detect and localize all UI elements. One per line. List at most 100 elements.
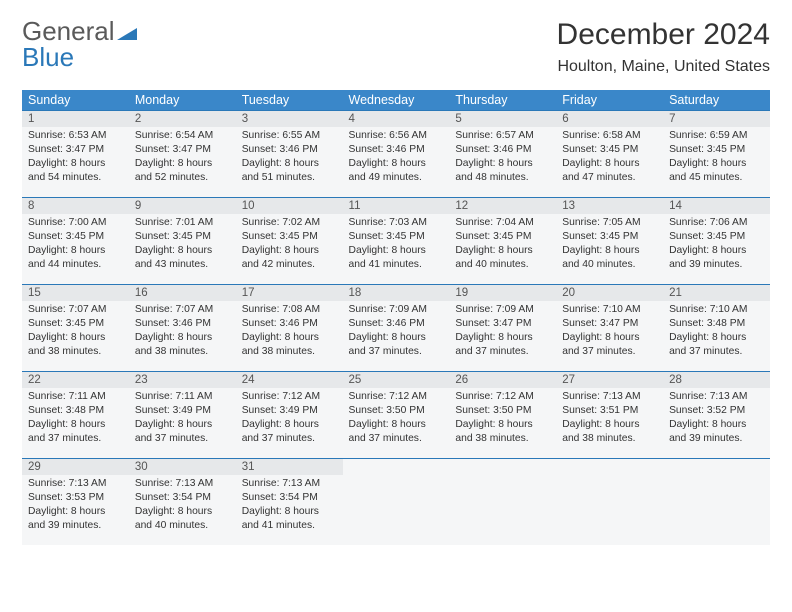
sunset-text: Sunset: 3:46 PM	[242, 143, 337, 157]
day-body: Sunrise: 7:00 AMSunset: 3:45 PMDaylight:…	[22, 214, 129, 284]
sunrise-text: Sunrise: 7:13 AM	[562, 390, 657, 404]
day-number: 22	[22, 372, 129, 388]
day-body: Sunrise: 6:58 AMSunset: 3:45 PMDaylight:…	[556, 127, 663, 197]
sunset-text: Sunset: 3:45 PM	[562, 230, 657, 244]
weekday-header: Tuesday	[236, 90, 343, 110]
day-cell: 1Sunrise: 6:53 AMSunset: 3:47 PMDaylight…	[22, 110, 129, 197]
daylight-text: Daylight: 8 hours and 37 minutes.	[349, 331, 444, 359]
daylight-text: Daylight: 8 hours and 38 minutes.	[28, 331, 123, 359]
week-row: 29Sunrise: 7:13 AMSunset: 3:53 PMDayligh…	[22, 458, 770, 545]
day-cell: 5Sunrise: 6:57 AMSunset: 3:46 PMDaylight…	[449, 110, 556, 197]
sunrise-text: Sunrise: 7:00 AM	[28, 216, 123, 230]
daylight-text: Daylight: 8 hours and 40 minutes.	[562, 244, 657, 272]
sunset-text: Sunset: 3:46 PM	[349, 143, 444, 157]
sunset-text: Sunset: 3:47 PM	[562, 317, 657, 331]
day-body: Sunrise: 7:12 AMSunset: 3:49 PMDaylight:…	[236, 388, 343, 458]
day-cell: 23Sunrise: 7:11 AMSunset: 3:49 PMDayligh…	[129, 371, 236, 458]
day-number: 21	[663, 285, 770, 301]
day-body: Sunrise: 7:11 AMSunset: 3:48 PMDaylight:…	[22, 388, 129, 458]
day-number: 24	[236, 372, 343, 388]
sunrise-text: Sunrise: 7:06 AM	[669, 216, 764, 230]
sunrise-text: Sunrise: 7:12 AM	[242, 390, 337, 404]
day-body: Sunrise: 6:54 AMSunset: 3:47 PMDaylight:…	[129, 127, 236, 197]
sunset-text: Sunset: 3:51 PM	[562, 404, 657, 418]
daylight-text: Daylight: 8 hours and 49 minutes.	[349, 157, 444, 185]
sunset-text: Sunset: 3:45 PM	[349, 230, 444, 244]
weekday-header: Monday	[129, 90, 236, 110]
daylight-text: Daylight: 8 hours and 52 minutes.	[135, 157, 230, 185]
day-cell: 30Sunrise: 7:13 AMSunset: 3:54 PMDayligh…	[129, 458, 236, 545]
daylight-text: Daylight: 8 hours and 39 minutes.	[669, 244, 764, 272]
day-body: Sunrise: 7:09 AMSunset: 3:46 PMDaylight:…	[343, 301, 450, 371]
sunset-text: Sunset: 3:45 PM	[562, 143, 657, 157]
day-body: Sunrise: 7:10 AMSunset: 3:47 PMDaylight:…	[556, 301, 663, 371]
sunset-text: Sunset: 3:50 PM	[455, 404, 550, 418]
sunrise-text: Sunrise: 7:13 AM	[669, 390, 764, 404]
day-number: 23	[129, 372, 236, 388]
day-cell: 11Sunrise: 7:03 AMSunset: 3:45 PMDayligh…	[343, 197, 450, 284]
weekday-header: Friday	[556, 90, 663, 110]
daylight-text: Daylight: 8 hours and 44 minutes.	[28, 244, 123, 272]
daylight-text: Daylight: 8 hours and 37 minutes.	[349, 418, 444, 446]
day-number	[556, 459, 663, 475]
day-number: 16	[129, 285, 236, 301]
day-cell: 9Sunrise: 7:01 AMSunset: 3:45 PMDaylight…	[129, 197, 236, 284]
day-body: Sunrise: 7:08 AMSunset: 3:46 PMDaylight:…	[236, 301, 343, 371]
daylight-text: Daylight: 8 hours and 41 minutes.	[349, 244, 444, 272]
weekday-header: Saturday	[663, 90, 770, 110]
day-body: Sunrise: 7:07 AMSunset: 3:45 PMDaylight:…	[22, 301, 129, 371]
daylight-text: Daylight: 8 hours and 43 minutes.	[135, 244, 230, 272]
daylight-text: Daylight: 8 hours and 54 minutes.	[28, 157, 123, 185]
sunrise-text: Sunrise: 6:57 AM	[455, 129, 550, 143]
daylight-text: Daylight: 8 hours and 41 minutes.	[242, 505, 337, 533]
daylight-text: Daylight: 8 hours and 45 minutes.	[669, 157, 764, 185]
daylight-text: Daylight: 8 hours and 38 minutes.	[135, 331, 230, 359]
day-number: 7	[663, 111, 770, 127]
day-body: Sunrise: 7:05 AMSunset: 3:45 PMDaylight:…	[556, 214, 663, 284]
day-cell: 3Sunrise: 6:55 AMSunset: 3:46 PMDaylight…	[236, 110, 343, 197]
sunset-text: Sunset: 3:46 PM	[455, 143, 550, 157]
daylight-text: Daylight: 8 hours and 37 minutes.	[562, 331, 657, 359]
sunset-text: Sunset: 3:46 PM	[242, 317, 337, 331]
day-body: Sunrise: 7:13 AMSunset: 3:53 PMDaylight:…	[22, 475, 129, 545]
day-cell: 21Sunrise: 7:10 AMSunset: 3:48 PMDayligh…	[663, 284, 770, 371]
week-row: 8Sunrise: 7:00 AMSunset: 3:45 PMDaylight…	[22, 197, 770, 284]
day-body	[449, 475, 556, 545]
sunrise-text: Sunrise: 7:09 AM	[349, 303, 444, 317]
day-number: 30	[129, 459, 236, 475]
day-number: 1	[22, 111, 129, 127]
weekday-header-row: Sunday Monday Tuesday Wednesday Thursday…	[22, 90, 770, 110]
day-cell: 2Sunrise: 6:54 AMSunset: 3:47 PMDaylight…	[129, 110, 236, 197]
sunrise-text: Sunrise: 7:11 AM	[135, 390, 230, 404]
day-number: 29	[22, 459, 129, 475]
daylight-text: Daylight: 8 hours and 40 minutes.	[135, 505, 230, 533]
sunset-text: Sunset: 3:45 PM	[455, 230, 550, 244]
week-row: 15Sunrise: 7:07 AMSunset: 3:45 PMDayligh…	[22, 284, 770, 371]
day-body: Sunrise: 7:07 AMSunset: 3:46 PMDaylight:…	[129, 301, 236, 371]
daylight-text: Daylight: 8 hours and 38 minutes.	[562, 418, 657, 446]
header: General Blue December 2024 Houlton, Main…	[22, 18, 770, 76]
sunset-text: Sunset: 3:54 PM	[242, 491, 337, 505]
calendar-table: Sunday Monday Tuesday Wednesday Thursday…	[22, 90, 770, 545]
day-body: Sunrise: 6:53 AMSunset: 3:47 PMDaylight:…	[22, 127, 129, 197]
daylight-text: Daylight: 8 hours and 38 minutes.	[455, 418, 550, 446]
day-body: Sunrise: 7:03 AMSunset: 3:45 PMDaylight:…	[343, 214, 450, 284]
sunrise-text: Sunrise: 7:02 AM	[242, 216, 337, 230]
sunrise-text: Sunrise: 7:11 AM	[28, 390, 123, 404]
sunrise-text: Sunrise: 7:10 AM	[669, 303, 764, 317]
day-body: Sunrise: 6:59 AMSunset: 3:45 PMDaylight:…	[663, 127, 770, 197]
day-number: 15	[22, 285, 129, 301]
sunrise-text: Sunrise: 7:10 AM	[562, 303, 657, 317]
daylight-text: Daylight: 8 hours and 37 minutes.	[455, 331, 550, 359]
day-cell: 19Sunrise: 7:09 AMSunset: 3:47 PMDayligh…	[449, 284, 556, 371]
sunrise-text: Sunrise: 6:56 AM	[349, 129, 444, 143]
sunset-text: Sunset: 3:49 PM	[135, 404, 230, 418]
sunset-text: Sunset: 3:53 PM	[28, 491, 123, 505]
sunrise-text: Sunrise: 7:01 AM	[135, 216, 230, 230]
day-cell: 22Sunrise: 7:11 AMSunset: 3:48 PMDayligh…	[22, 371, 129, 458]
day-number	[663, 459, 770, 475]
day-number: 19	[449, 285, 556, 301]
sunset-text: Sunset: 3:47 PM	[455, 317, 550, 331]
sunrise-text: Sunrise: 6:55 AM	[242, 129, 337, 143]
day-cell: 8Sunrise: 7:00 AMSunset: 3:45 PMDaylight…	[22, 197, 129, 284]
